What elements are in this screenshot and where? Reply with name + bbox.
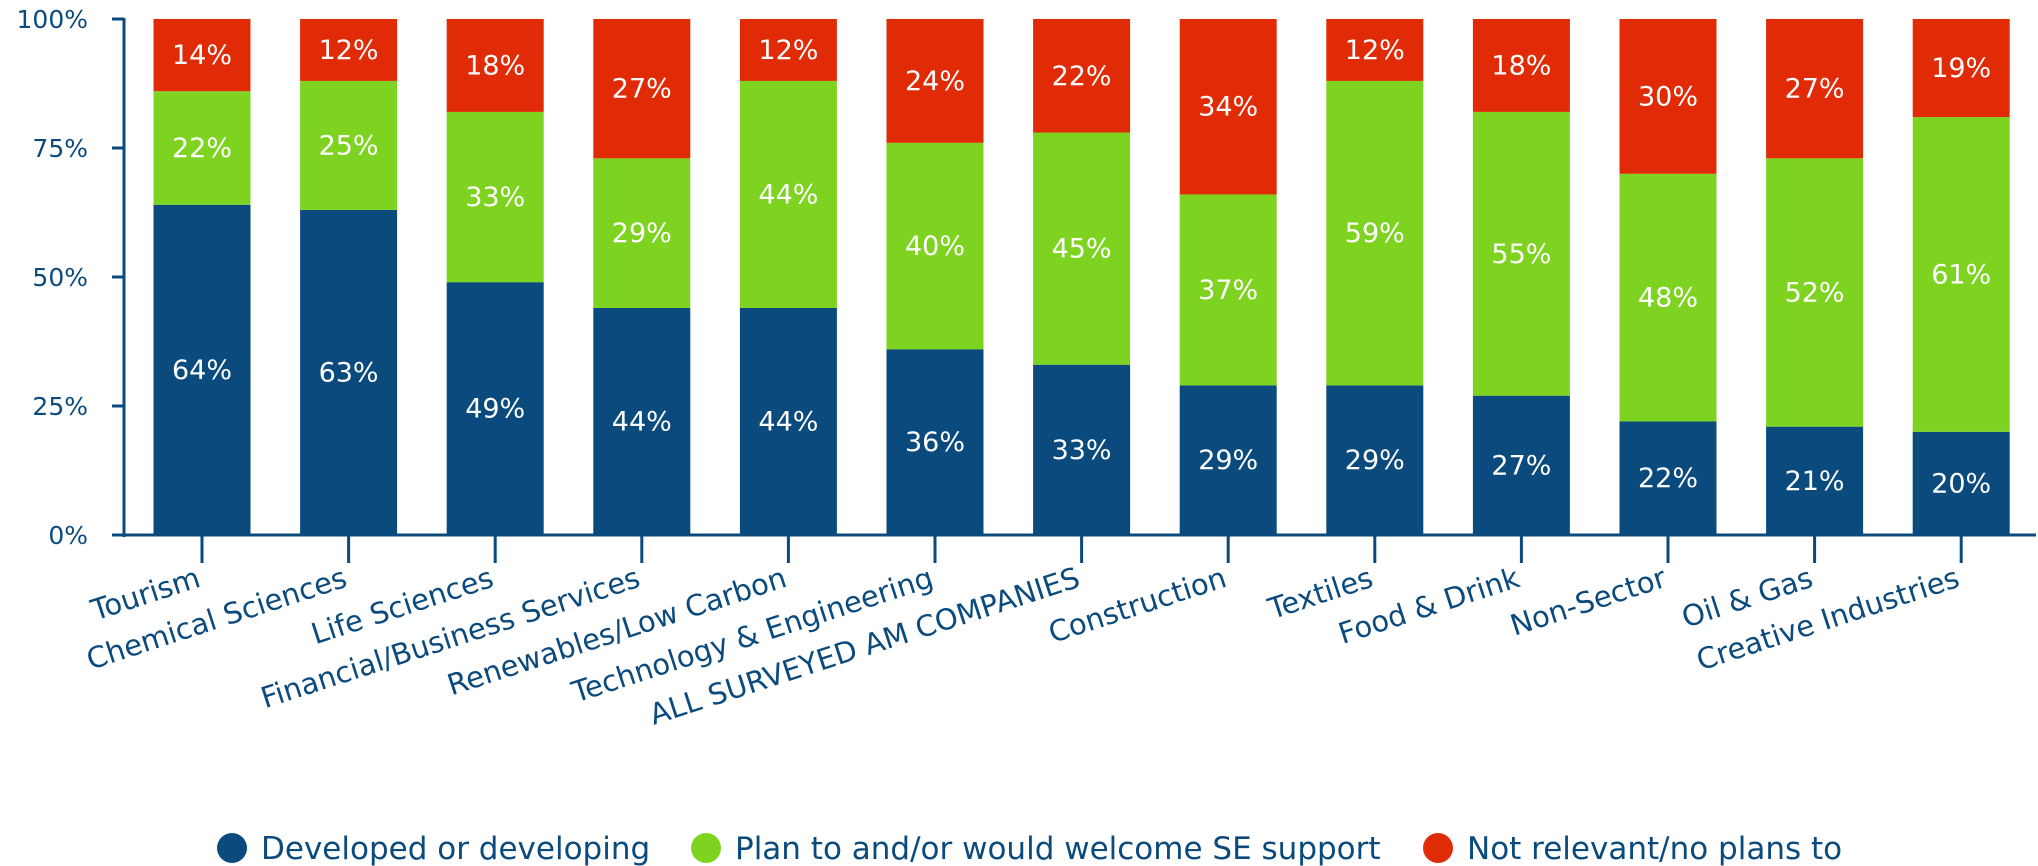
bar-segment [1326,80,1424,386]
data-label: 27% [1491,450,1551,481]
y-tick-label: 50% [32,263,88,292]
data-label: 37% [1198,275,1258,306]
data-label: 22% [172,133,232,164]
data-label: 25% [319,130,379,161]
bar-segment [1326,19,1424,81]
data-label: 27% [612,74,672,105]
bar-segment [593,19,691,159]
bar-segment [1179,194,1277,386]
legend-marker [217,833,247,863]
y-tick-label: 0% [48,521,88,550]
data-label: 21% [1785,466,1845,497]
bar-segment [593,307,691,535]
y-tick-label: 75% [32,134,88,163]
bar-segment [739,80,837,308]
bar-segment [300,80,398,210]
data-label: 44% [758,179,818,210]
bar-segment [1179,385,1277,535]
data-label: 36% [905,427,965,458]
bar-segment [1766,19,1864,159]
data-label: 33% [465,182,525,213]
bar-segment [1033,19,1131,133]
data-label: 22% [1052,61,1112,92]
bar-segment [446,282,544,535]
data-label: 20% [1931,468,1991,499]
y-tick-label: 25% [32,392,88,421]
data-label: 59% [1345,218,1405,249]
data-label: 63% [319,357,379,388]
bar-segment [1472,395,1570,535]
data-label: 34% [1198,92,1258,123]
data-label: 22% [1638,463,1698,494]
bar-segment [153,19,251,92]
bar-segment [300,19,398,81]
data-label: 64% [172,355,232,386]
bar-segment [886,349,984,535]
bar-segment [739,19,837,81]
data-label: 12% [758,35,818,66]
legend-marker [691,833,721,863]
data-label: 44% [612,406,672,437]
bar-segment [153,204,251,535]
data-label: 48% [1638,283,1698,314]
bar-segment [1033,132,1131,365]
data-label: 33% [1052,435,1112,466]
y-tick-label: 100% [17,5,88,34]
data-label: 29% [1345,445,1405,476]
data-label: 19% [1931,53,1991,84]
data-label: 44% [758,406,818,437]
bar-segment [153,91,251,205]
data-label: 49% [465,394,525,425]
data-label: 45% [1052,234,1112,265]
bar-segment [446,19,544,112]
bar-segment [1912,19,2010,118]
bar-segment [886,142,984,350]
bar-segment [1766,158,1864,427]
legend-label: Not relevant/no plans to [1467,831,1842,866]
bar-segment [1033,364,1131,535]
bar-segment [300,209,398,536]
data-label: 14% [172,40,232,71]
legend-label: Developed or developing [261,831,650,866]
bar-segment [1472,19,1570,112]
legend-marker [1423,833,1453,863]
data-label: 12% [1345,35,1405,66]
bar-segment [1766,426,1864,535]
bar-segment [1179,19,1277,195]
data-label: 52% [1785,277,1845,308]
x-tick-label: Non-Sector [1506,560,1670,642]
bar-segment [886,19,984,143]
data-label: 61% [1931,259,1991,290]
data-label: 27% [1785,74,1845,105]
data-label: 29% [1198,445,1258,476]
data-label: 30% [1638,81,1698,112]
bar-segment [593,158,691,308]
bar-segment [1326,385,1424,535]
bar-segment [1619,421,1717,535]
data-label: 18% [1491,50,1551,81]
legend-label: Plan to and/or would welcome SE support [735,831,1381,866]
bar-segment [1912,117,2010,432]
data-label: 24% [905,66,965,97]
bar-segment [1912,431,2010,535]
bar-segment [1619,19,1717,174]
data-label: 29% [612,218,672,249]
bar-segment [739,307,837,535]
data-label: 55% [1491,239,1551,270]
bar-segment [1472,111,1570,396]
data-label: 40% [905,231,965,262]
bar-segment [446,111,544,283]
data-label: 12% [319,35,379,66]
data-label: 18% [465,50,525,81]
bar-segment [1619,173,1717,422]
